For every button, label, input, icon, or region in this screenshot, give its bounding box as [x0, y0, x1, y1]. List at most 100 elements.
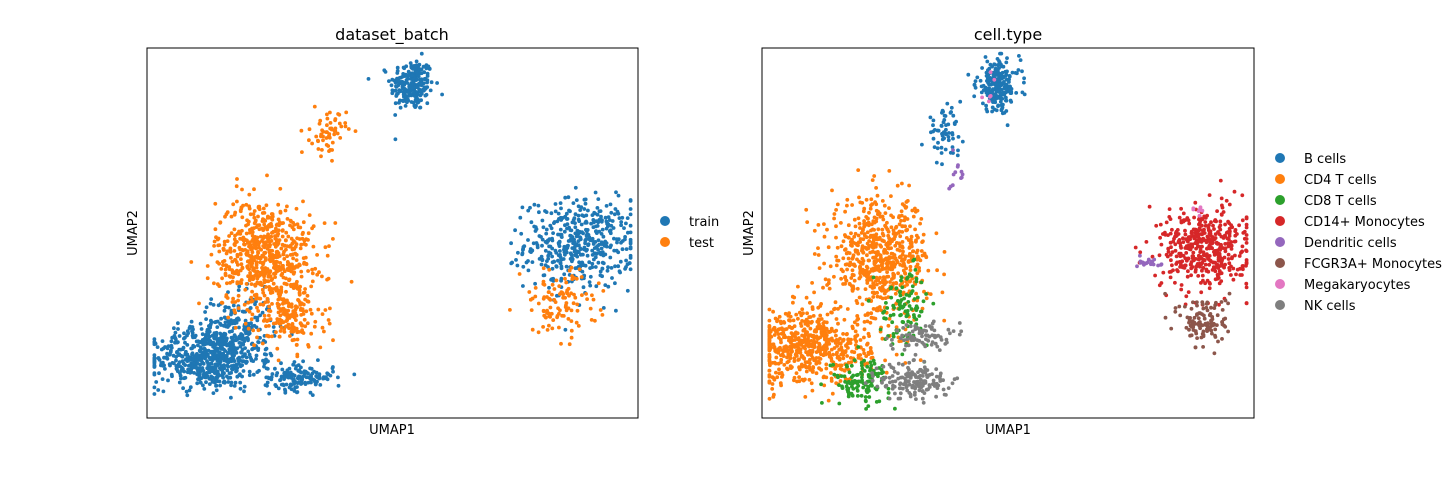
data-point	[1184, 294, 1189, 299]
data-point	[1203, 262, 1208, 267]
data-point	[318, 118, 323, 123]
data-point	[234, 260, 239, 265]
data-point	[921, 400, 926, 405]
data-point	[282, 257, 287, 261]
data-point	[536, 301, 541, 306]
data-point	[877, 237, 881, 242]
data-point	[997, 88, 1002, 93]
data-point	[163, 367, 167, 371]
data-point	[263, 240, 268, 245]
data-point	[290, 262, 294, 267]
data-point	[240, 187, 244, 192]
data-point	[914, 317, 919, 322]
data-point	[845, 387, 850, 392]
data-point	[418, 93, 423, 98]
data-point	[911, 258, 916, 263]
data-point	[816, 246, 820, 251]
data-point	[988, 79, 992, 83]
data-point	[182, 336, 186, 341]
data-point	[1213, 303, 1218, 307]
data-point	[875, 290, 879, 295]
data-point	[567, 293, 571, 298]
data-point	[819, 317, 824, 321]
data-point	[1186, 239, 1190, 244]
data-point	[548, 305, 553, 310]
data-point	[1219, 279, 1224, 283]
data-point	[189, 260, 194, 264]
data-point	[1168, 275, 1173, 280]
data-point	[1167, 207, 1172, 212]
data-point	[245, 241, 250, 245]
data-point	[780, 375, 784, 379]
data-point	[1207, 231, 1212, 236]
data-point	[212, 331, 217, 335]
data-point	[874, 232, 879, 237]
data-point	[585, 297, 589, 301]
data-point	[177, 360, 182, 364]
data-point	[297, 292, 302, 296]
data-point	[234, 362, 239, 367]
data-point	[295, 305, 299, 310]
data-point	[886, 246, 891, 251]
data-point	[941, 109, 945, 114]
data-point	[609, 210, 614, 215]
data-point	[608, 255, 613, 260]
data-point	[264, 234, 269, 239]
data-point	[620, 215, 625, 220]
data-point	[1201, 306, 1206, 311]
data-point	[855, 314, 860, 318]
data-point	[546, 311, 551, 316]
data-point	[327, 321, 332, 326]
data-point	[563, 327, 568, 332]
data-point	[266, 279, 271, 284]
data-point	[859, 393, 864, 398]
data-point	[194, 339, 199, 344]
data-point	[809, 321, 813, 325]
data-point	[787, 338, 791, 343]
data-point	[1207, 286, 1212, 291]
data-point	[593, 318, 597, 323]
data-point	[276, 228, 281, 233]
data-point	[295, 222, 300, 227]
data-point	[260, 287, 265, 292]
data-point	[796, 316, 800, 321]
data-point	[288, 326, 292, 330]
data-point	[1184, 251, 1189, 255]
data-point	[866, 404, 871, 408]
data-point	[911, 214, 916, 219]
data-point	[331, 369, 335, 374]
data-point	[282, 249, 286, 254]
data-point	[307, 127, 312, 132]
data-point	[1244, 216, 1249, 221]
data-point	[997, 59, 1001, 63]
data-point	[226, 290, 230, 294]
data-point	[1173, 234, 1177, 239]
data-point	[549, 211, 554, 216]
data-point	[829, 347, 834, 352]
data-point	[1244, 261, 1249, 266]
data-point	[256, 214, 260, 219]
data-point	[260, 310, 265, 315]
axes-frame	[146, 47, 639, 419]
data-point	[393, 101, 398, 106]
data-point	[1187, 327, 1191, 332]
data-point	[861, 259, 866, 263]
data-point	[908, 279, 912, 284]
data-point	[564, 301, 569, 305]
data-point	[273, 266, 278, 271]
data-point	[1209, 319, 1214, 323]
data-point	[1211, 240, 1215, 245]
data-point	[559, 206, 563, 211]
data-point	[941, 120, 946, 125]
data-point	[221, 323, 226, 328]
data-point	[398, 98, 402, 103]
data-point	[279, 382, 284, 387]
data-point	[845, 381, 850, 385]
data-point	[199, 368, 204, 373]
data-point	[593, 190, 598, 195]
data-point	[547, 290, 551, 294]
data-point	[874, 208, 879, 213]
data-point	[1209, 305, 1213, 310]
data-point	[242, 389, 246, 394]
data-point	[284, 230, 289, 235]
